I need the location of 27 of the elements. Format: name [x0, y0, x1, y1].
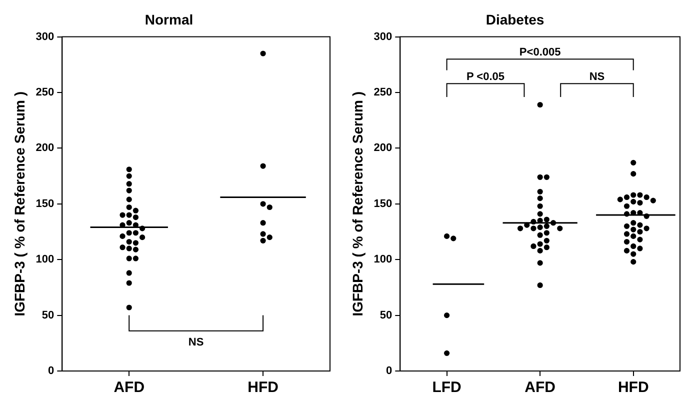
- chart-title: Diabetes: [486, 11, 544, 28]
- y-tick-label: 150: [374, 198, 392, 210]
- annotation: P <0.05: [466, 71, 505, 84]
- y-axis-title: IGFBP-3 ( % of Reference Serum ): [11, 91, 28, 316]
- x-tick-label: AFD: [524, 379, 556, 396]
- y-tick-label: 250: [374, 86, 392, 99]
- y-tick-label: 100: [36, 254, 54, 266]
- y-tick-label: 300: [374, 30, 392, 43]
- y-tick-label: 0: [386, 365, 392, 378]
- y-tick-label: 300: [36, 30, 54, 43]
- x-tick-label: LFD: [432, 379, 462, 396]
- annotation: P<0.005: [519, 46, 561, 59]
- y-tick-label: 200: [36, 142, 54, 154]
- chart-title: Normal: [144, 11, 194, 28]
- y-tick-label: 0: [48, 365, 54, 378]
- y-tick-label: 50: [380, 309, 392, 322]
- y-tick-label: 50: [42, 309, 54, 322]
- y-tick-label: 150: [36, 198, 54, 210]
- y-tick-label: 250: [36, 86, 54, 99]
- x-tick-label: HFD: [618, 379, 649, 396]
- y-tick-label: 100: [374, 254, 392, 266]
- x-tick-label: AFD: [114, 379, 145, 396]
- y-tick-label: 200: [374, 142, 392, 154]
- y-axis-title: IGFBP-3 ( % of Reference Serum ): [349, 91, 366, 316]
- annotation: NS: [589, 71, 605, 84]
- annotation: NS: [188, 336, 204, 348]
- x-tick-label: HFD: [248, 379, 279, 396]
